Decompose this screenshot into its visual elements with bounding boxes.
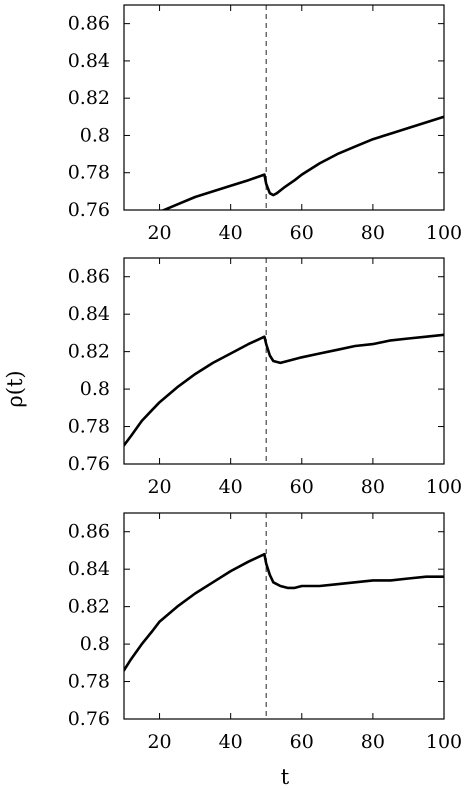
x-tick-label: 60 <box>290 731 314 753</box>
y-tick-label: 0.8 <box>80 378 110 400</box>
y-tick-label: 0.84 <box>68 50 110 72</box>
y-tick-label: 0.86 <box>68 266 110 288</box>
y-tick-label: 0.84 <box>68 303 110 325</box>
y-tick-label: 0.82 <box>68 87 110 109</box>
y-tick-label: 0.78 <box>68 416 110 438</box>
x-tick-label: 20 <box>147 731 171 753</box>
x-tick-label: 40 <box>219 731 243 753</box>
plot-frame <box>123 4 445 211</box>
x-tick-label: 80 <box>361 222 385 244</box>
x-tick-label: 40 <box>219 222 243 244</box>
panel-3: 0.76 0.78 0.8 0.82 0.84 0.86 20 40 60 80 100 <box>68 512 462 753</box>
x-tick-label: 80 <box>361 476 385 498</box>
x-tick-label: 60 <box>290 476 314 498</box>
y-axis-label: ρ(t) <box>3 370 27 407</box>
y-tick-label: 0.86 <box>68 521 110 543</box>
y-tick-label: 0.8 <box>80 633 110 655</box>
y-tick-label: 0.8 <box>80 124 110 146</box>
y-tick-label: 0.78 <box>68 671 110 693</box>
x-tick-label: 60 <box>290 222 314 244</box>
plot-frame <box>123 257 445 465</box>
y-tick-label: 0.76 <box>68 199 110 221</box>
y-tick-label: 0.76 <box>68 453 110 475</box>
x-tick-label: 100 <box>426 476 462 498</box>
x-tick-label: 20 <box>147 476 171 498</box>
series-line <box>124 552 444 672</box>
panel-2: 0.76 0.78 0.8 0.82 0.84 0.86 20 40 60 80 100 <box>68 257 462 498</box>
y-tick-label: 0.84 <box>68 558 110 580</box>
x-tick-label: 100 <box>426 731 462 753</box>
x-tick-label: 100 <box>426 222 462 244</box>
x-tick-label: 80 <box>361 731 385 753</box>
x-tick-label: 20 <box>147 222 171 244</box>
x-tick-label: 40 <box>219 476 243 498</box>
y-tick-label: 0.78 <box>68 162 110 184</box>
y-tick-label: 0.82 <box>68 341 110 363</box>
x-axis-label: t <box>281 765 290 789</box>
series-line <box>160 115 444 210</box>
series-line <box>124 333 444 447</box>
y-tick-label: 0.76 <box>68 708 110 730</box>
y-tick-label: 0.82 <box>68 596 110 618</box>
y-tick-label: 0.86 <box>68 13 110 35</box>
plot-frame <box>123 512 445 720</box>
panel-1: 0.76 0.78 0.8 0.82 0.84 0.86 20 40 60 80 100 <box>68 4 462 244</box>
